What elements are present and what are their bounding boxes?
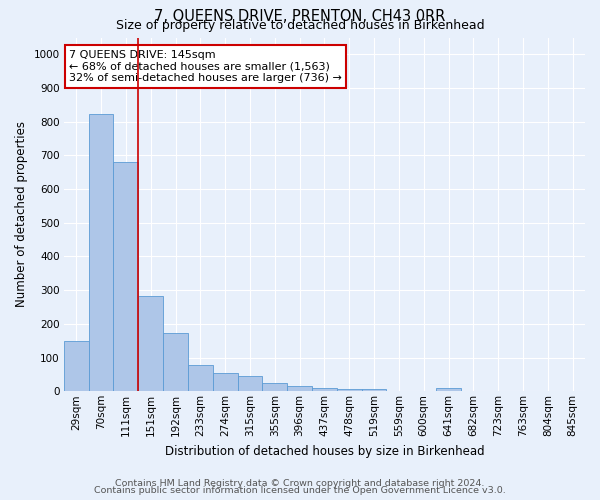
Bar: [64, 342, 89, 392]
Bar: [89, 114, 113, 392]
Bar: [262, 383, 287, 392]
Bar: [113, 162, 138, 392]
Bar: [188, 366, 213, 392]
Bar: [362, 389, 386, 392]
Text: Size of property relative to detached houses in Birkenhead: Size of property relative to detached ho…: [116, 19, 484, 32]
Bar: [287, 386, 312, 392]
Bar: [238, 376, 262, 392]
Bar: [312, 388, 337, 392]
Bar: [213, 372, 238, 392]
Bar: [163, 334, 188, 392]
Y-axis label: Number of detached properties: Number of detached properties: [15, 122, 28, 308]
Text: Contains public sector information licensed under the Open Government Licence v3: Contains public sector information licen…: [94, 486, 506, 495]
Bar: [337, 388, 362, 392]
Bar: [436, 388, 461, 392]
Text: 7, QUEENS DRIVE, PRENTON, CH43 0RR: 7, QUEENS DRIVE, PRENTON, CH43 0RR: [154, 9, 446, 24]
Text: 7 QUEENS DRIVE: 145sqm
← 68% of detached houses are smaller (1,563)
32% of semi-: 7 QUEENS DRIVE: 145sqm ← 68% of detached…: [69, 50, 342, 83]
X-axis label: Distribution of detached houses by size in Birkenhead: Distribution of detached houses by size …: [164, 444, 484, 458]
Bar: [138, 296, 163, 392]
Text: Contains HM Land Registry data © Crown copyright and database right 2024.: Contains HM Land Registry data © Crown c…: [115, 478, 485, 488]
